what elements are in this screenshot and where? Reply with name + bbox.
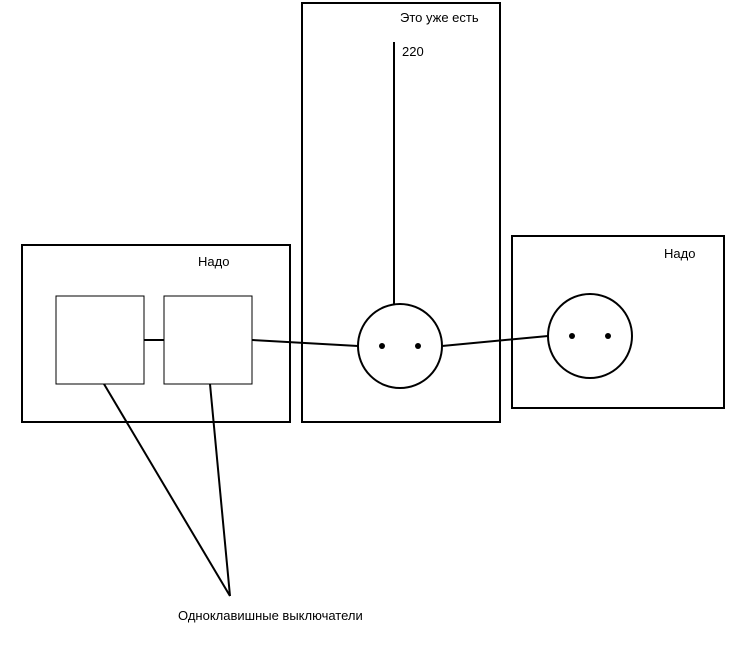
socket-right-dot-l [569, 333, 575, 339]
socket-center-ring [358, 304, 442, 388]
wire-power-label: 220 [402, 44, 424, 59]
switch-a [56, 296, 144, 384]
callout-line-a [104, 384, 230, 596]
wire-sw-b-to-center [252, 340, 358, 346]
socket-center-dot-l [379, 343, 385, 349]
box-left [22, 245, 290, 422]
box-right [512, 236, 724, 408]
wire-center-to-right [442, 336, 548, 346]
socket-right-ring [548, 294, 632, 378]
socket-center-dot-r [415, 343, 421, 349]
switch-b [164, 296, 252, 384]
box-left-label: Надо [198, 254, 229, 269]
wiring-diagram: Это уже есть Надо Надо 220 Одноклавишные… [0, 0, 747, 648]
box-right-label: Надо [664, 246, 695, 261]
callout-line-b [210, 384, 230, 596]
socket-right [548, 294, 632, 378]
socket-right-dot-r [605, 333, 611, 339]
socket-center [358, 304, 442, 388]
box-center-label: Это уже есть [400, 10, 479, 25]
callout-label: Одноклавишные выключатели [178, 608, 363, 623]
box-center [302, 3, 500, 422]
